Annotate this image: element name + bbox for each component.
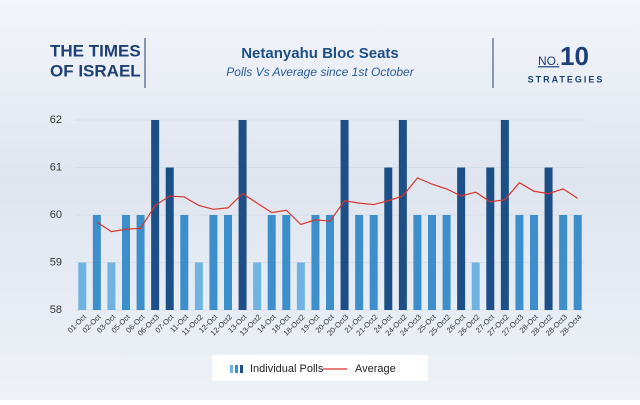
bar	[355, 215, 364, 310]
logo-right: 10	[560, 41, 589, 71]
bar	[267, 215, 276, 310]
bar	[122, 215, 130, 310]
logo-left: THE TIMES	[50, 41, 141, 60]
logo-right: STRATEGIES	[528, 74, 605, 84]
bar	[530, 215, 538, 310]
bar	[428, 215, 436, 310]
y-tick-label: 61	[50, 161, 62, 173]
chart-title: Netanyahu Bloc Seats	[241, 45, 399, 62]
bar	[282, 215, 291, 310]
bar	[92, 215, 101, 310]
bar	[180, 215, 189, 310]
bar	[573, 215, 582, 310]
logo-left: OF ISRAEL	[50, 61, 141, 80]
bar	[398, 120, 407, 310]
bar	[500, 120, 509, 310]
bar	[78, 262, 87, 310]
bar	[165, 167, 174, 310]
legend-label: Individual Polls	[250, 363, 324, 375]
legend-swatch	[240, 365, 243, 373]
bar	[457, 167, 466, 310]
bar	[238, 120, 247, 310]
bar	[544, 167, 553, 310]
legend-swatch	[235, 365, 238, 373]
bar	[471, 262, 480, 310]
bar	[136, 215, 145, 310]
bar	[442, 215, 451, 310]
y-tick-label: 59	[50, 256, 62, 268]
bar	[194, 262, 203, 310]
bar	[296, 262, 305, 310]
chart-subtitle: Polls Vs Average since 1st October	[226, 65, 414, 79]
bar	[253, 262, 262, 310]
bar	[369, 215, 378, 310]
bar	[486, 167, 495, 310]
logo-right: NO.	[538, 54, 559, 68]
bar	[413, 215, 422, 310]
legend-swatch	[230, 365, 233, 373]
y-tick-label: 62	[50, 114, 62, 126]
legend-label: Average	[355, 363, 396, 375]
bar	[515, 215, 524, 310]
y-tick-label: 58	[50, 304, 62, 316]
bar	[311, 215, 320, 310]
bar	[340, 120, 349, 310]
bar	[224, 215, 232, 310]
y-tick-label: 60	[50, 209, 62, 221]
bar	[151, 120, 160, 310]
legend	[212, 355, 428, 381]
bar	[209, 215, 218, 310]
bar	[384, 167, 393, 310]
bar	[107, 262, 116, 310]
average-line	[96, 177, 579, 233]
bar	[326, 215, 334, 310]
bar	[559, 215, 568, 310]
